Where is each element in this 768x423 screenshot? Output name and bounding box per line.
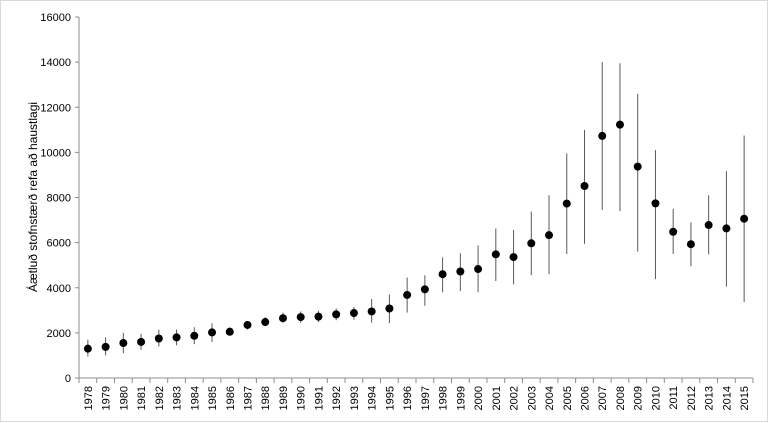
x-tick-label: 1998 [438,386,450,410]
x-tick-label: 1989 [278,386,290,410]
x-tick-label: 1980 [118,386,130,410]
x-tick-label: 1990 [296,386,308,410]
data-point [651,199,660,208]
data-point [278,314,287,323]
x-tick-label: 1986 [225,386,237,410]
data-point [314,312,323,321]
data-point [598,131,607,140]
data-point [509,253,518,262]
data-point [704,221,713,230]
x-tick-label: 2010 [650,386,662,410]
y-tick-label: 10000 [40,147,71,159]
data-point [367,307,376,316]
x-tick-label: 1996 [402,386,414,410]
x-tick-label: 1981 [136,386,148,410]
x-tick-label: 2013 [704,386,716,410]
x-tick-label: 2000 [473,386,485,410]
x-tick-label: 2011 [668,386,680,410]
data-point [349,309,358,318]
data-point [190,331,199,340]
data-point [137,337,146,346]
data-point [669,227,678,236]
plot-area: 0 2000 4000 6000 8000 10000 12000 14000 16000 197… [40,12,754,410]
x-tick-label: 1992 [331,386,343,410]
x-tick-label: 2002 [509,386,521,410]
data-point [225,327,234,336]
data-point [154,334,163,343]
x-tick-label: 2012 [686,386,698,410]
x-tick-label: 2001 [491,386,503,410]
y-tick-label: 4000 [47,283,71,295]
x-tick-label: 1982 [154,386,166,410]
x-tick-label: 2015 [739,386,751,410]
x-tick-label: 2009 [633,386,645,410]
y-tick-label: 6000 [47,238,71,250]
data-point [456,267,465,276]
y-tick-label: 2000 [47,328,71,340]
x-tick-label: 1994 [367,386,379,410]
x-tick-label: 1978 [83,386,95,410]
data-point [438,270,447,279]
data-point [722,224,731,233]
x-tick-label: 2003 [526,386,538,410]
x-tick-label: 1984 [189,386,201,410]
data-point [545,231,554,240]
data-point [633,162,642,171]
data-point [83,344,92,353]
x-tick-label: 1997 [420,386,432,410]
data-point [261,318,270,327]
y-tick-label: 8000 [47,193,71,205]
x-tick-label: 2005 [562,386,574,410]
y-tick-label: 0 [65,373,71,385]
y-axis-title: Áætluð stofnstærð refa að haustlagi [25,102,40,292]
x-tick-label: 1995 [384,386,396,410]
y-tick-label: 16000 [40,12,71,24]
data-point [403,290,412,299]
data-point [172,333,181,342]
data-point [101,342,110,351]
data-point [615,120,624,129]
data-point [562,199,571,208]
x-tick-label: 2007 [597,386,609,410]
data-point [491,250,500,259]
x-tick-label: 2014 [721,386,733,410]
x-tick-label: 1991 [313,386,325,410]
y-tick-label: 12000 [40,102,71,114]
data-point [385,304,394,313]
x-tick-label: 2008 [615,386,627,410]
x-tick-label: 1999 [455,386,467,410]
x-tick-label: 1987 [243,386,255,410]
data-point [119,339,128,348]
data-point [474,265,483,274]
y-axis-title-group: Áætluð stofnstærð refa að haustlagi [25,102,40,292]
x-tick-label: 1979 [101,386,113,410]
x-tick-label: 2006 [580,386,592,410]
x-tick-label: 1993 [349,386,361,410]
x-tick-label: 1988 [260,386,272,410]
data-point [527,239,536,248]
data-point [420,285,429,294]
x-tick-label: 1983 [172,386,184,410]
data-point [740,214,749,223]
x-tick-label: 2004 [544,386,556,410]
data-point [243,320,252,329]
data-point [580,181,589,190]
y-tick-label: 14000 [40,57,71,69]
data-point [332,310,341,319]
data-point [208,328,217,337]
data-point [296,313,305,322]
x-tick-label: 1985 [207,386,219,410]
data-point [686,240,695,249]
